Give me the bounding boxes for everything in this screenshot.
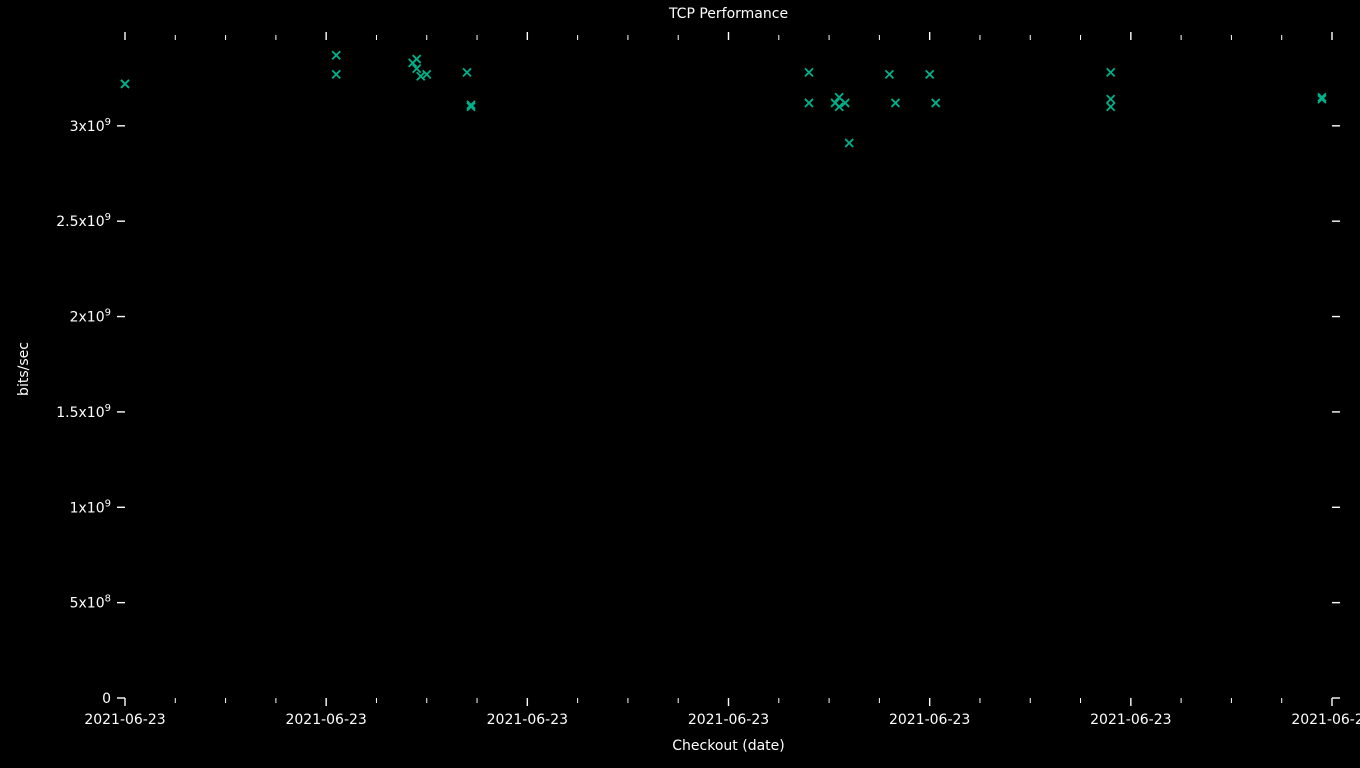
tcp-performance-chart: TCP Performance05x1081x1091.5x1092x1092.… (0, 0, 1360, 768)
x-tick-label: 2021-06-23 (487, 712, 568, 728)
x-tick-label: 2021-06-23 (688, 712, 769, 728)
y-axis-label: bits/sec (16, 342, 32, 396)
x-axis-label: Checkout (date) (672, 738, 784, 754)
y-tick-label: 0 (102, 691, 111, 707)
x-tick-label: 2021-06-23 (889, 712, 970, 728)
chart-background (0, 0, 1360, 768)
chart-container: TCP Performance05x1081x1091.5x1092x1092.… (0, 0, 1360, 768)
x-tick-label: 2021-06-23 (84, 712, 165, 728)
y-tick-label: 1.5x109 (56, 403, 111, 421)
x-tick-label: 2021-06-23 (285, 712, 366, 728)
x-tick-label: 2021-06-23 (1090, 712, 1171, 728)
y-tick-label: 2.5x109 (56, 212, 111, 230)
chart-title: TCP Performance (668, 6, 788, 22)
x-tick-label: 2021-06-23 (1291, 712, 1360, 728)
